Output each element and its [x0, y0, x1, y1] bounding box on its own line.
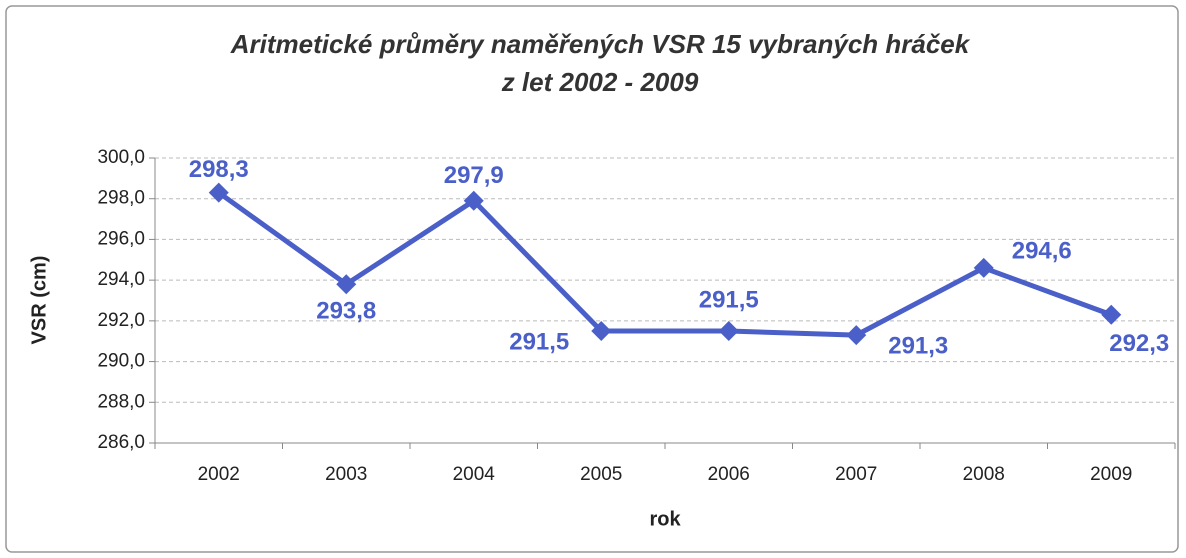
x-tick-label: 2007: [835, 464, 877, 485]
marker: [208, 182, 229, 203]
x-tick-label: 2009: [1090, 464, 1132, 485]
data-label: 291,5: [509, 328, 569, 355]
y-tick-label: 288,0: [97, 391, 145, 412]
marker: [463, 190, 484, 211]
y-axis-label: VSR (cm): [28, 256, 50, 345]
y-tick-label: 290,0: [97, 351, 145, 372]
marker: [1101, 304, 1122, 325]
y-tick-label: 296,0: [97, 228, 145, 249]
series-line: [217, 190, 1113, 338]
x-axis-label: rok: [649, 508, 681, 530]
marker: [973, 257, 994, 278]
y-tick-label: 294,0: [97, 269, 145, 290]
marker: [718, 321, 739, 342]
chart-border: [5, 5, 1179, 553]
x-tick-label: 2004: [453, 464, 496, 485]
marker: [591, 321, 612, 342]
y-tick-label: 298,0: [97, 188, 145, 209]
x-tick-label: 2008: [963, 464, 1005, 485]
x-tick-label: 2006: [708, 464, 750, 485]
data-label: 291,3: [888, 332, 948, 359]
y-tick-label: 292,0: [97, 310, 145, 331]
y-tick-label: 286,0: [97, 432, 145, 453]
chart-title: Aritmetické průměry naměřených VSR 15 vy…: [230, 29, 971, 59]
data-label: 294,6: [1012, 237, 1072, 264]
data-label: 292,3: [1109, 330, 1169, 357]
marker: [336, 274, 357, 295]
x-tick-label: 2003: [325, 464, 367, 485]
data-label: 297,9: [444, 162, 504, 189]
data-label: 298,3: [189, 156, 249, 183]
x-tick-label: 2002: [198, 464, 240, 485]
marker: [846, 325, 867, 346]
data-label: 293,8: [316, 298, 376, 325]
data-label: 291,5: [699, 286, 759, 313]
x-tick-label: 2005: [580, 464, 622, 485]
y-tick-label: 300,0: [97, 147, 145, 168]
chart-title: z let 2002 - 2009: [501, 67, 699, 97]
